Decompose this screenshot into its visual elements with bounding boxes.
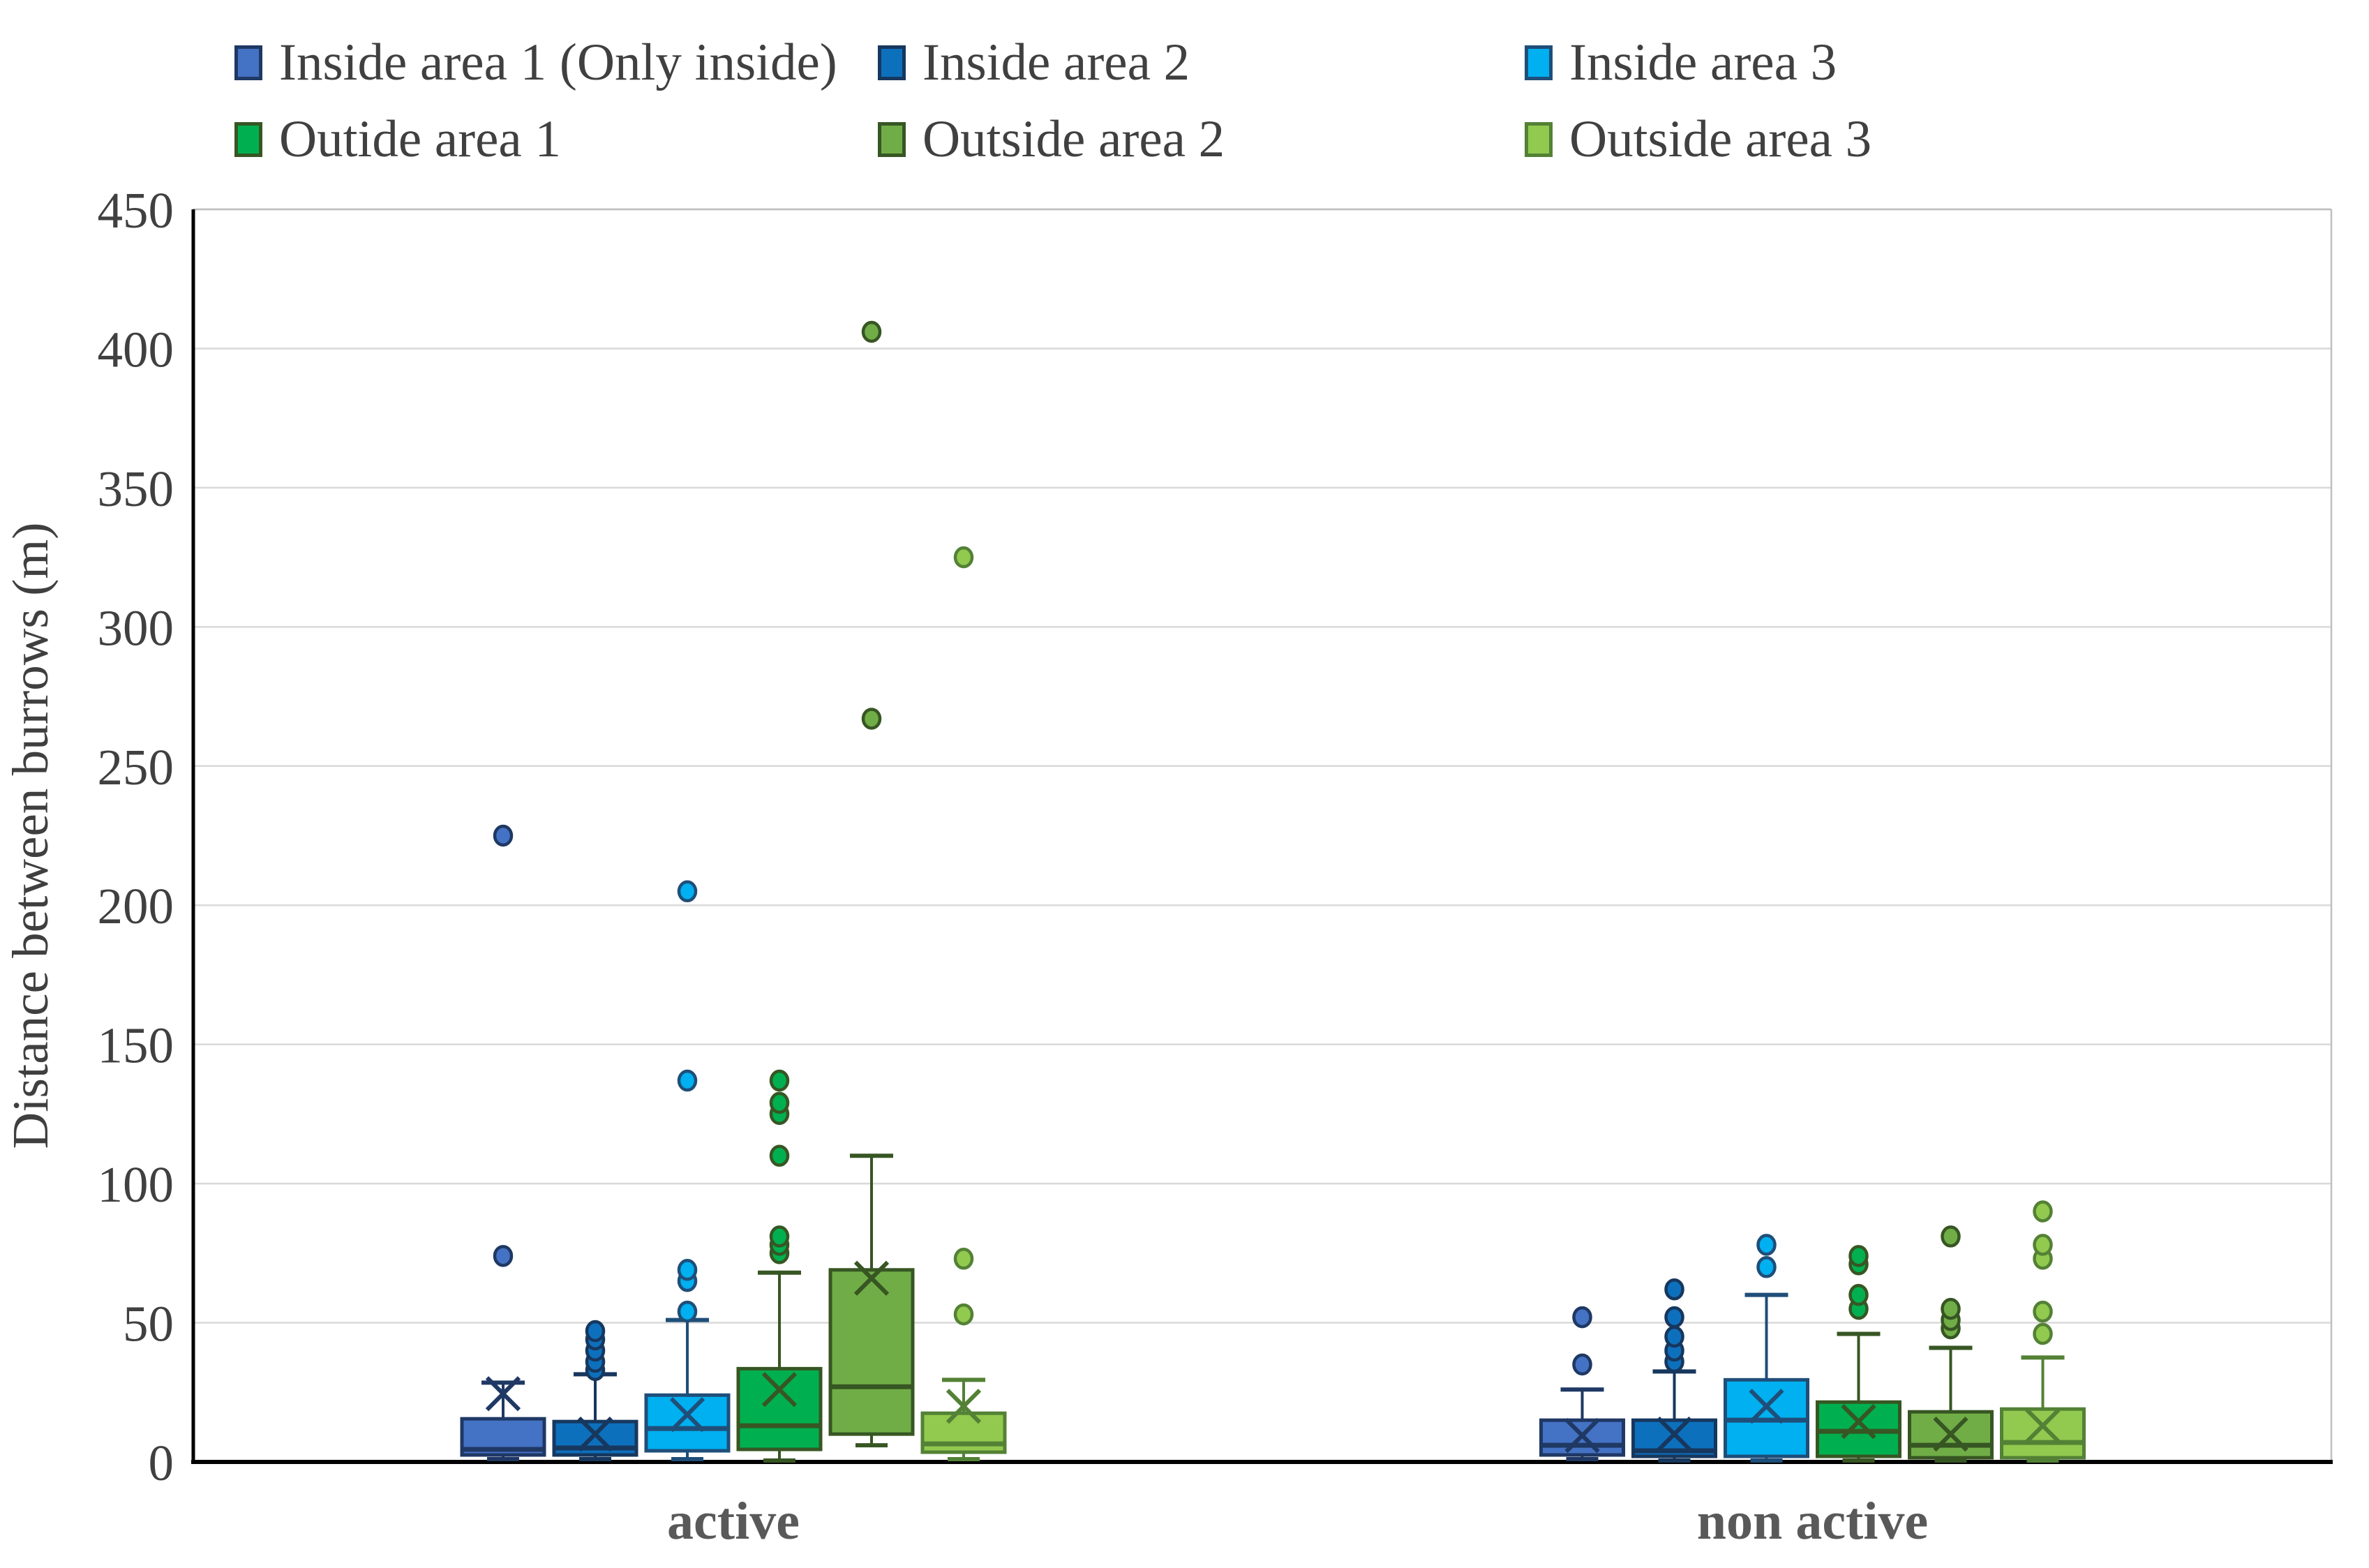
legend-label: Outside area 3 <box>1569 110 1872 168</box>
outlier-point <box>769 1091 790 1114</box>
outlier-point <box>769 1069 790 1092</box>
outlier-point <box>953 546 974 569</box>
outlier-point <box>1848 1283 1869 1306</box>
outlier-point <box>861 708 882 730</box>
legend-item: Outside area 2 <box>878 113 1225 165</box>
mean-marker <box>669 1397 705 1433</box>
legend-item: Outside area 3 <box>1525 113 1871 165</box>
y-tick-label: 250 <box>98 739 174 796</box>
outlier-point <box>1848 1245 1869 1267</box>
y-tick-label: 150 <box>98 1017 174 1074</box>
mean-marker <box>1749 1389 1784 1424</box>
outlier-point <box>1664 1325 1684 1348</box>
outlier-point <box>493 1245 514 1267</box>
mean-marker <box>1841 1404 1876 1440</box>
outlier-point <box>953 1303 974 1326</box>
outlier-point <box>861 320 882 343</box>
y-tick-label: 350 <box>98 461 174 517</box>
y-tick-label: 100 <box>98 1156 174 1213</box>
outlier-point <box>1941 1297 1961 1320</box>
mean-marker <box>2025 1408 2061 1444</box>
outlier-point <box>677 1069 698 1092</box>
legend-swatch-icon <box>1525 45 1553 80</box>
outlier-point <box>677 1300 698 1323</box>
legend-label: Inside area 1 (Only inside) <box>279 33 837 91</box>
box-plot-box <box>828 1268 915 1436</box>
outlier-point <box>677 1259 698 1281</box>
mean-marker <box>485 1376 521 1412</box>
y-tick-label: 450 <box>98 182 174 239</box>
legend-swatch-icon <box>234 121 262 157</box>
y-tick-label: 0 <box>149 1435 174 1491</box>
outlier-point <box>1572 1353 1592 1376</box>
y-tick-label: 200 <box>98 878 174 934</box>
outlier-point <box>1756 1256 1777 1278</box>
outlier-point <box>2033 1234 2053 1256</box>
legend-swatch-icon <box>878 121 906 157</box>
outlier-point <box>1756 1234 1777 1256</box>
legend-swatch-icon <box>1525 121 1553 157</box>
legend-swatch-icon <box>878 45 906 80</box>
outlier-point <box>1664 1306 1684 1329</box>
mean-marker <box>1657 1416 1692 1452</box>
outlier-point <box>769 1144 790 1167</box>
box-plot-box <box>920 1411 1007 1454</box>
outlier-point <box>493 824 514 847</box>
mean-marker <box>577 1416 613 1452</box>
outlier-point <box>2033 1322 2053 1345</box>
mean-marker <box>853 1260 890 1296</box>
legend-label: Inside area 3 <box>1569 33 1837 91</box>
outlier-point <box>1664 1278 1684 1301</box>
legend-label: Outide area 1 <box>279 110 561 168</box>
outlier-point <box>1572 1306 1592 1329</box>
legend-label: Inside area 2 <box>922 33 1190 91</box>
box-plot-box <box>736 1366 823 1451</box>
outlier-point <box>1941 1225 1961 1248</box>
y-tick-label: 300 <box>98 599 174 656</box>
legend-item: Inside area 2 <box>878 36 1190 89</box>
box-plot-box <box>2000 1407 2086 1460</box>
x-category-label: active <box>667 1492 800 1551</box>
legend-item: Inside area 1 (Only inside) <box>234 36 837 89</box>
mean-marker <box>1564 1417 1600 1454</box>
outlier-point <box>953 1248 974 1270</box>
y-axis-title: Distance between burrows (m) <box>2 523 59 1149</box>
outlier-point <box>585 1320 606 1343</box>
legend-swatch-icon <box>234 45 262 80</box>
outlier-point <box>2033 1300 2053 1323</box>
legend-label: Outside area 2 <box>922 110 1225 168</box>
mean-marker <box>761 1372 798 1408</box>
outlier-point <box>769 1225 790 1248</box>
mean-marker <box>1933 1416 1968 1452</box>
legend-item: Outide area 1 <box>234 113 561 165</box>
outlier-point <box>2033 1200 2053 1223</box>
x-category-label: non active <box>1697 1492 1928 1551</box>
mean-marker <box>946 1389 982 1424</box>
outlier-point <box>677 880 698 903</box>
legend-item: Inside area 3 <box>1525 36 1837 89</box>
box-plot-box <box>644 1393 731 1453</box>
y-tick-label: 400 <box>98 321 174 378</box>
y-tick-label: 50 <box>123 1296 174 1352</box>
